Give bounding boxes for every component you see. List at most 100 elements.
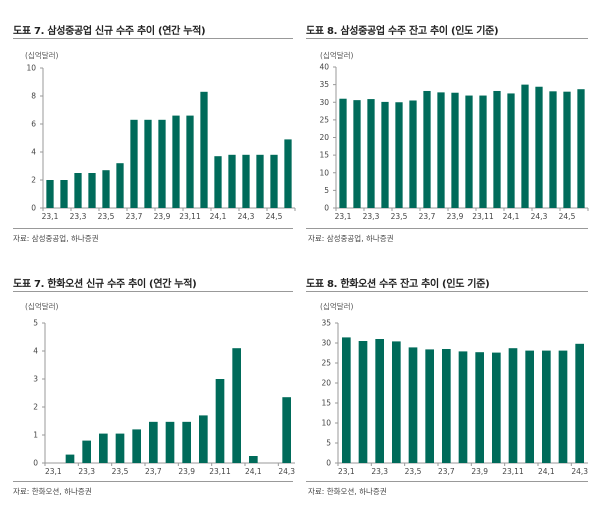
y-tick-label: 15 — [321, 399, 331, 408]
x-tick-label: 23,1 — [45, 467, 62, 476]
bar — [451, 92, 459, 208]
bar — [549, 91, 557, 208]
y-tick-label: 20 — [321, 379, 331, 388]
bar — [270, 154, 278, 208]
bar-chart: 0 5 10 15 20 25 30 35 23,1 23,3 23,5 23,7 23,9 23,11 2… — [321, 319, 588, 477]
unit-label: (십억달러) — [25, 51, 59, 60]
bar — [215, 379, 225, 463]
x-tick-label: 24,3 — [238, 212, 255, 221]
chart-title: 도표 7. 한화오션 신규 수주 추이 (연간 누적) — [13, 279, 197, 290]
bar — [214, 156, 222, 208]
x-tick-label: 23,7 — [126, 212, 143, 221]
bar — [115, 433, 125, 463]
bar — [558, 350, 568, 463]
unit-label: (십억달러) — [320, 302, 354, 311]
source-note: 자료: 한화오션, 하나증권 — [308, 487, 387, 496]
y-tick-label: 10 — [319, 168, 329, 177]
bar — [442, 349, 451, 463]
chart-panel-samsung-new-orders: 도표 7. 삼성중공업 신규 수주 추이 (연간 누적) (십억달러) 0 2 4 6… — [13, 20, 303, 250]
source-note: 자료: 삼성중공업, 하나증권 — [13, 234, 99, 243]
x-tick-label: 23,3 — [70, 212, 87, 221]
x-tick-label: 24,5 — [266, 212, 283, 221]
y-tick-label: 4 — [33, 347, 38, 356]
x-tick-label: 23,5 — [112, 467, 129, 476]
bar — [249, 456, 258, 463]
bar — [563, 91, 571, 208]
y-tick-label: 30 — [321, 339, 331, 348]
y-tick-label: 35 — [319, 80, 329, 89]
bar — [46, 180, 54, 208]
x-tick-label: 23,11 — [502, 467, 524, 476]
bar — [521, 84, 529, 208]
bar — [172, 115, 180, 208]
bar-chart: 0 1 2 3 4 5 23,1 23,3 23,5 23,7 23,9 23,11 24,1 24,3 — [33, 319, 295, 477]
x-tick-label: 24,1 — [503, 212, 520, 221]
bar — [409, 100, 417, 208]
chart-title: 도표 8. 삼성중공업 수주 잔고 추이 (인도 기준) — [306, 26, 499, 37]
source-note: 자료: 삼성중공업, 하나증권 — [308, 234, 394, 243]
unit-label: (십억달러) — [25, 302, 59, 311]
y-tick-label: 20 — [319, 133, 329, 142]
bar — [182, 421, 191, 463]
bar — [116, 163, 124, 208]
title-rule — [13, 291, 293, 292]
bar — [199, 415, 208, 463]
bar — [339, 98, 347, 208]
x-tick-label: 23,5 — [98, 212, 115, 221]
x-tick-label: 23,9 — [471, 467, 488, 476]
y-tick-label: 5 — [33, 319, 38, 328]
bar — [242, 154, 250, 208]
bar-chart: 0 5 10 15 20 25 30 35 40 23,1 23,3 23,5 23,7 23,9 23,1… — [319, 63, 589, 221]
chart-panel-samsung-backlog: 도표 8. 삼성중공업 수주 잔고 추이 (인도 기준) (십억달러) 0 5 10… — [306, 20, 596, 250]
bar — [465, 95, 473, 208]
bar — [82, 440, 91, 463]
x-tick-label: 23,5 — [391, 212, 408, 221]
bar — [353, 100, 361, 208]
source-note: 자료: 한화오션, 하나증권 — [13, 487, 92, 496]
title-rule — [13, 38, 293, 39]
x-tick-label: 24,3 — [278, 467, 295, 476]
source-rule — [306, 481, 588, 482]
bar — [493, 90, 501, 208]
bar — [437, 92, 445, 208]
bar — [577, 89, 585, 208]
bar — [375, 339, 384, 463]
y-tick-label: 25 — [319, 115, 329, 124]
x-tick-label: 24,1 — [210, 212, 227, 221]
bar — [74, 173, 82, 208]
x-tick-label: 24,3 — [531, 212, 548, 221]
bar — [458, 351, 468, 463]
bar — [132, 429, 141, 463]
y-tick-label: 0 — [326, 459, 331, 468]
source-rule — [306, 228, 588, 229]
bar — [60, 180, 68, 208]
chart-title: 도표 8. 한화오션 수주 잔고 추이 (인도 기준) — [306, 279, 490, 290]
x-tick-label: 23,11 — [179, 212, 201, 221]
bar — [492, 352, 501, 463]
x-tick-label: 23,1 — [335, 212, 352, 221]
x-tick-label: 23,1 — [42, 212, 59, 221]
y-tick-label: 2 — [31, 176, 36, 185]
chart-panel-hanwha-backlog: 도표 8. 한화오션 수주 잔고 추이 (인도 기준) (십억달러) 0 5 10 1… — [306, 273, 596, 503]
bar — [542, 350, 551, 463]
y-tick-label: 30 — [319, 98, 329, 107]
source-rule — [13, 228, 293, 229]
x-tick-label: 23,7 — [419, 212, 436, 221]
x-tick-label: 23,11 — [209, 467, 231, 476]
bar — [423, 90, 431, 208]
x-tick-label: 23,7 — [438, 467, 455, 476]
chart-title: 도표 7. 삼성중공업 신규 수주 추이 (연간 누적) — [13, 26, 206, 37]
bar — [228, 154, 236, 208]
x-tick-label: 23,9 — [447, 212, 464, 221]
bar — [392, 341, 401, 463]
x-tick-label: 23,1 — [338, 467, 355, 476]
bar-chart: 0 2 4 6 8 10 23,1 23,3 23,5 23,7 23,9 23,11 24,1 24,3… — [26, 64, 296, 221]
bar — [165, 421, 175, 463]
bar — [425, 349, 434, 463]
chart-panel-hanwha-new-orders: 도표 7. 한화오션 신규 수주 추이 (연간 누적) (십억달러) 0 1 2 3 4… — [13, 273, 303, 503]
bar — [381, 101, 389, 208]
bar — [479, 95, 487, 208]
bar — [88, 173, 96, 208]
bar — [232, 348, 241, 463]
x-tick-label: 23,7 — [145, 467, 162, 476]
